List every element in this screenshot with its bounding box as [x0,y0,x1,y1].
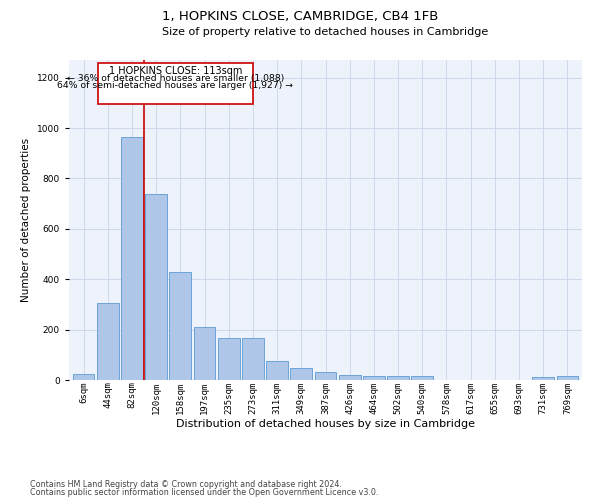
Bar [266,361,288,380]
Title: Size of property relative to detached houses in Cambridge: Size of property relative to detached ho… [163,27,488,37]
Bar [412,376,433,380]
X-axis label: Distribution of detached houses by size in Cambridge: Distribution of detached houses by size … [176,419,475,429]
Bar [290,368,312,380]
Bar [194,327,215,380]
Bar [557,376,578,380]
Text: 64% of semi-detached houses are larger (1,927) →: 64% of semi-detached houses are larger (… [58,81,293,90]
Y-axis label: Number of detached properties: Number of detached properties [22,138,31,302]
Text: Contains public sector information licensed under the Open Government Licence v3: Contains public sector information licen… [30,488,379,497]
Bar [121,137,143,380]
Bar [363,376,385,380]
Bar [97,303,119,380]
Bar [387,376,409,380]
Text: 1 HOPKINS CLOSE: 113sqm: 1 HOPKINS CLOSE: 113sqm [109,66,242,76]
Bar [169,272,191,380]
Text: 1, HOPKINS CLOSE, CAMBRIDGE, CB4 1FB: 1, HOPKINS CLOSE, CAMBRIDGE, CB4 1FB [162,10,438,23]
Bar [242,338,264,380]
Text: Contains HM Land Registry data © Crown copyright and database right 2024.: Contains HM Land Registry data © Crown c… [30,480,342,489]
FancyBboxPatch shape [98,63,253,104]
Bar [145,194,167,380]
Bar [218,338,239,380]
Bar [532,377,554,380]
Text: ← 36% of detached houses are smaller (1,088): ← 36% of detached houses are smaller (1,… [67,74,284,82]
Bar [314,372,337,380]
Bar [339,376,361,380]
Bar [73,374,94,380]
